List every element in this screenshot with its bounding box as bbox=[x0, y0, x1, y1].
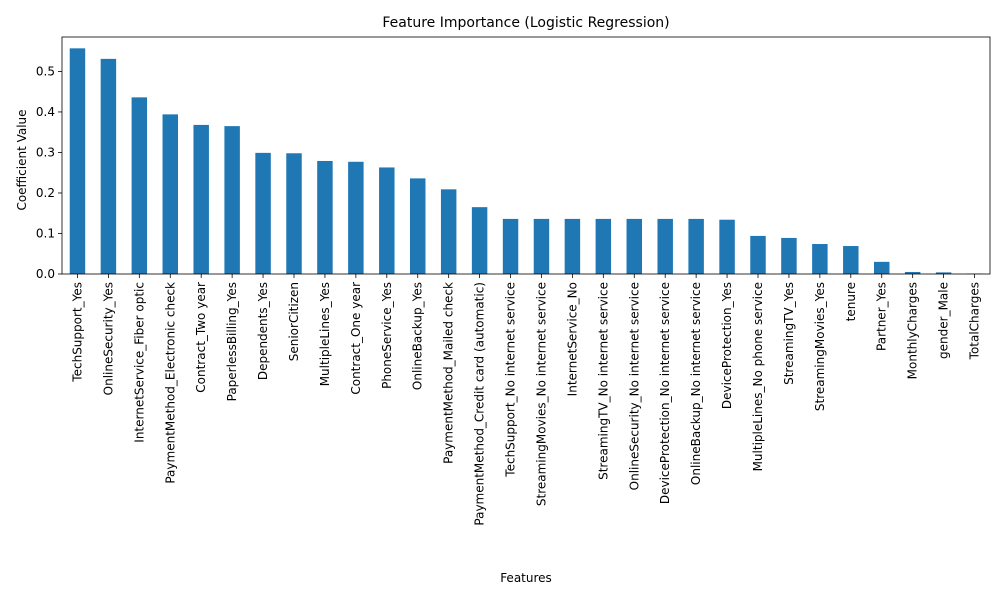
bar bbox=[688, 218, 704, 274]
y-tick-label: 0.5 bbox=[36, 64, 55, 78]
x-tick-label: Dependents_Yes bbox=[256, 282, 270, 380]
x-tick-label: OnlineBackup_No internet service bbox=[689, 282, 703, 485]
bar bbox=[904, 271, 921, 274]
y-tick-label: 0.1 bbox=[36, 226, 55, 240]
x-tick-label: Contract_Two year bbox=[194, 282, 208, 393]
x-tick-label: MonthlyCharges bbox=[906, 282, 920, 379]
bar bbox=[719, 219, 735, 274]
bar bbox=[935, 272, 952, 274]
x-tick-label: OnlineSecurity_Yes bbox=[101, 282, 115, 395]
bar bbox=[874, 261, 890, 274]
bar bbox=[626, 218, 642, 274]
chart-title: Feature Importance (Logistic Regression) bbox=[382, 15, 669, 31]
x-tick-label: DeviceProtection_Yes bbox=[720, 282, 734, 409]
x-tick-label: Partner_Yes bbox=[875, 282, 889, 351]
x-tick-label: PaymentMethod_Credit card (automatic) bbox=[473, 282, 487, 526]
bar bbox=[657, 218, 673, 274]
x-tick-label: PaymentMethod_Electronic check bbox=[163, 282, 177, 484]
x-tick-label: StreamingMovies_No internet service bbox=[534, 282, 548, 506]
x-tick-label: Contract_One year bbox=[349, 282, 363, 395]
x-tick-label: PaymentMethod_Mailed check bbox=[442, 282, 456, 464]
bar bbox=[440, 189, 457, 274]
bar bbox=[224, 126, 240, 274]
bar bbox=[255, 152, 271, 274]
bar bbox=[193, 124, 209, 275]
bar bbox=[564, 218, 581, 274]
bar bbox=[317, 160, 333, 274]
x-tick-label: gender_Male bbox=[937, 282, 951, 359]
bar bbox=[595, 218, 612, 274]
bar bbox=[812, 244, 828, 274]
y-tick-label: 0.2 bbox=[36, 186, 55, 200]
bar bbox=[533, 218, 550, 274]
y-tick-label: 0.4 bbox=[36, 105, 55, 119]
bar bbox=[100, 58, 117, 274]
x-tick-label: InternetService_Fiber optic bbox=[132, 282, 146, 443]
x-tick-label: StreamingTV_Yes bbox=[782, 282, 796, 385]
bar bbox=[131, 97, 148, 274]
x-tick-label: OnlineSecurity_No internet service bbox=[627, 282, 641, 490]
x-tick-label: StreamingTV_No internet service bbox=[596, 282, 610, 480]
x-tick-label: TotalCharges bbox=[968, 282, 982, 360]
bar bbox=[286, 153, 302, 274]
bar bbox=[471, 207, 488, 274]
bar bbox=[781, 237, 797, 274]
bar bbox=[843, 246, 859, 274]
x-tick-label: MultipleLines_No phone service bbox=[751, 282, 765, 471]
plot-frame bbox=[61, 36, 991, 275]
x-tick-label: DeviceProtection_No internet service bbox=[658, 282, 672, 504]
bar bbox=[348, 161, 364, 274]
y-axis-title: Coefficient Value bbox=[15, 109, 29, 210]
bar bbox=[379, 167, 395, 274]
x-tick-label: InternetService_No bbox=[565, 282, 579, 396]
x-tick-label: SeniorCitizen bbox=[287, 282, 301, 361]
x-tick-label: TechSupport_Yes bbox=[70, 282, 84, 383]
bar bbox=[750, 235, 766, 274]
x-tick-label: tenure bbox=[844, 282, 858, 321]
y-tick-label: 0.0 bbox=[36, 267, 55, 281]
x-tick-label: OnlineBackup_Yes bbox=[411, 282, 425, 390]
bar bbox=[502, 218, 519, 274]
x-tick-label: TechSupport_No internet service bbox=[504, 282, 518, 478]
x-tick-label: PhoneService_Yes bbox=[380, 282, 394, 389]
y-tick-label: 0.3 bbox=[36, 145, 55, 159]
bar bbox=[410, 178, 426, 274]
bar bbox=[162, 114, 178, 274]
bar bbox=[69, 48, 86, 274]
x-tick-label: MultipleLines_Yes bbox=[318, 282, 332, 386]
x-axis-title: Features bbox=[500, 571, 552, 585]
x-tick-label: PaperlessBilling_Yes bbox=[225, 282, 239, 401]
x-tick-label: StreamingMovies_Yes bbox=[813, 282, 827, 411]
